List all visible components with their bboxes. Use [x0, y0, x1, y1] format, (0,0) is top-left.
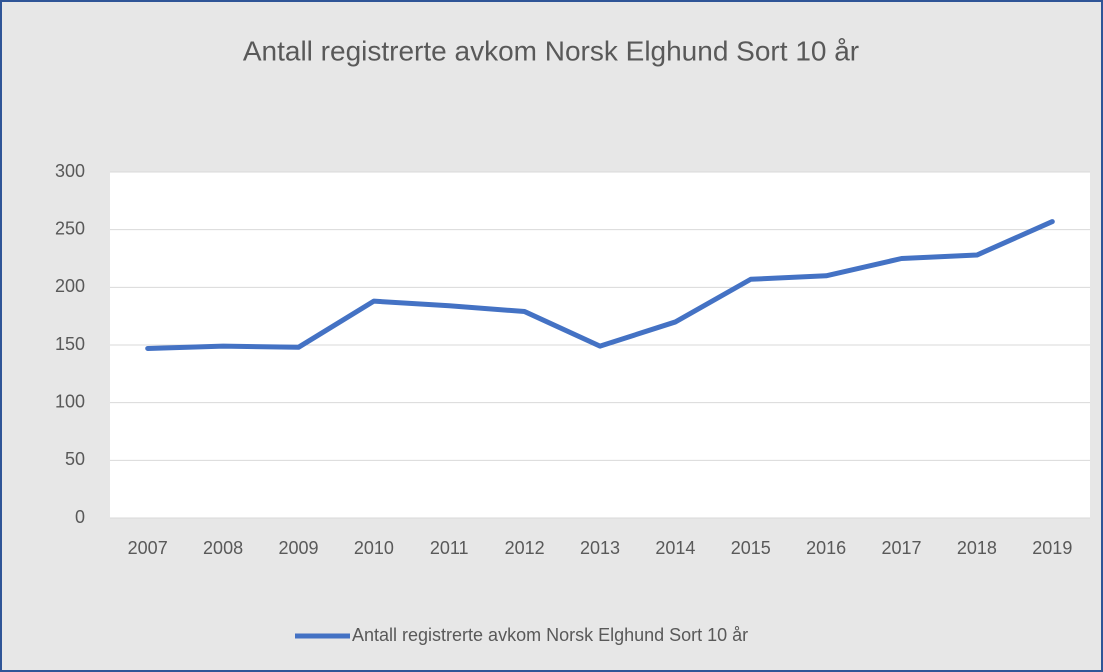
y-tick-label: 150: [55, 334, 85, 354]
x-tick-label: 2018: [957, 538, 997, 558]
x-tick-label: 2010: [354, 538, 394, 558]
x-tick-label: 2019: [1032, 538, 1072, 558]
x-tick-label: 2012: [505, 538, 545, 558]
x-tick-label: 2014: [655, 538, 695, 558]
x-tick-label: 2015: [731, 538, 771, 558]
y-tick-label: 300: [55, 161, 85, 181]
x-tick-label: 2007: [128, 538, 168, 558]
x-tick-label: 2016: [806, 538, 846, 558]
legend-label: Antall registrerte avkom Norsk Elghund S…: [352, 625, 748, 645]
x-tick-label: 2009: [278, 538, 318, 558]
y-tick-label: 250: [55, 218, 85, 238]
y-tick-label: 200: [55, 276, 85, 296]
x-tick-label: 2013: [580, 538, 620, 558]
y-tick-label: 0: [75, 507, 85, 527]
y-tick-label: 100: [55, 391, 85, 411]
y-tick-label: 50: [65, 449, 85, 469]
data-line: [145, 219, 1055, 351]
x-tick-label: 2017: [882, 538, 922, 558]
x-tick-label: 2008: [203, 538, 243, 558]
x-tick-label: 2011: [430, 538, 469, 558]
chart-title: Antall registrerte avkom Norsk Elghund S…: [243, 35, 859, 66]
